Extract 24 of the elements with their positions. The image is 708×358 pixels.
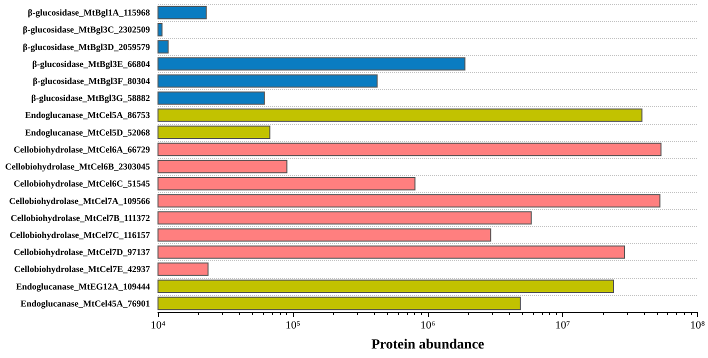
- x-tick-label: 10⁴: [150, 320, 166, 332]
- x-axis-title: Protein abundance: [371, 338, 484, 352]
- y-tick-label: β-glucosidase_MtBgl1A_115968: [28, 8, 150, 18]
- x-tick-label: 10⁷: [555, 320, 570, 332]
- y-tick-label: β-glucosidase_MtBgl3C_2302509: [22, 24, 150, 35]
- y-tick-label: Cellobiohydrolase_MtCel6A_66729: [14, 144, 150, 154]
- y-tick-label: Cellobiohydrolase_MtCel7E_42937: [14, 264, 150, 274]
- y-tick-label: β-glucosidase_MtBgl3E_66804: [32, 58, 150, 69]
- y-tick-label: Cellobiohydrolase_MtCel7C_116157: [10, 230, 150, 240]
- y-tick-label: β-glucosidase_MtBgl3G_58882: [31, 93, 150, 104]
- y-tick-label: Endoglucanase_MtCel5D_52068: [24, 127, 150, 138]
- y-tick-label: Cellobiohydrolase_MtCel6B_2303045: [5, 162, 150, 172]
- y-tick-label: Cellobiohydrolase_MtCel7B_111372: [10, 212, 150, 223]
- x-tick-label: 10⁶: [420, 320, 436, 332]
- y-tick-label: β-glucosidase_MtBgl3F_80304: [32, 76, 150, 86]
- y-tick-label: Cellobiohydrolase_MtCel7A_109566: [9, 196, 150, 206]
- y-tick-label: Endoglucanase_MtCel45A_76901: [20, 298, 150, 308]
- y-tick-label: Cellobiohydrolase_MtCel7D_97137: [14, 247, 150, 258]
- y-tick-label: Endoglucanase_MtCel5A_86753: [24, 110, 150, 120]
- y-tick-label: β-glucosidase_MtBgl3D_2059579: [22, 42, 150, 52]
- y-tick-label: Cellobiohydrolase_MtCel6C_51545: [14, 178, 150, 189]
- y-tick-label: Endoglucanase_MtEG12A_109444: [16, 281, 150, 292]
- x-tick-label: 10⁸: [690, 320, 706, 332]
- x-tick-label: 10⁵: [285, 320, 300, 332]
